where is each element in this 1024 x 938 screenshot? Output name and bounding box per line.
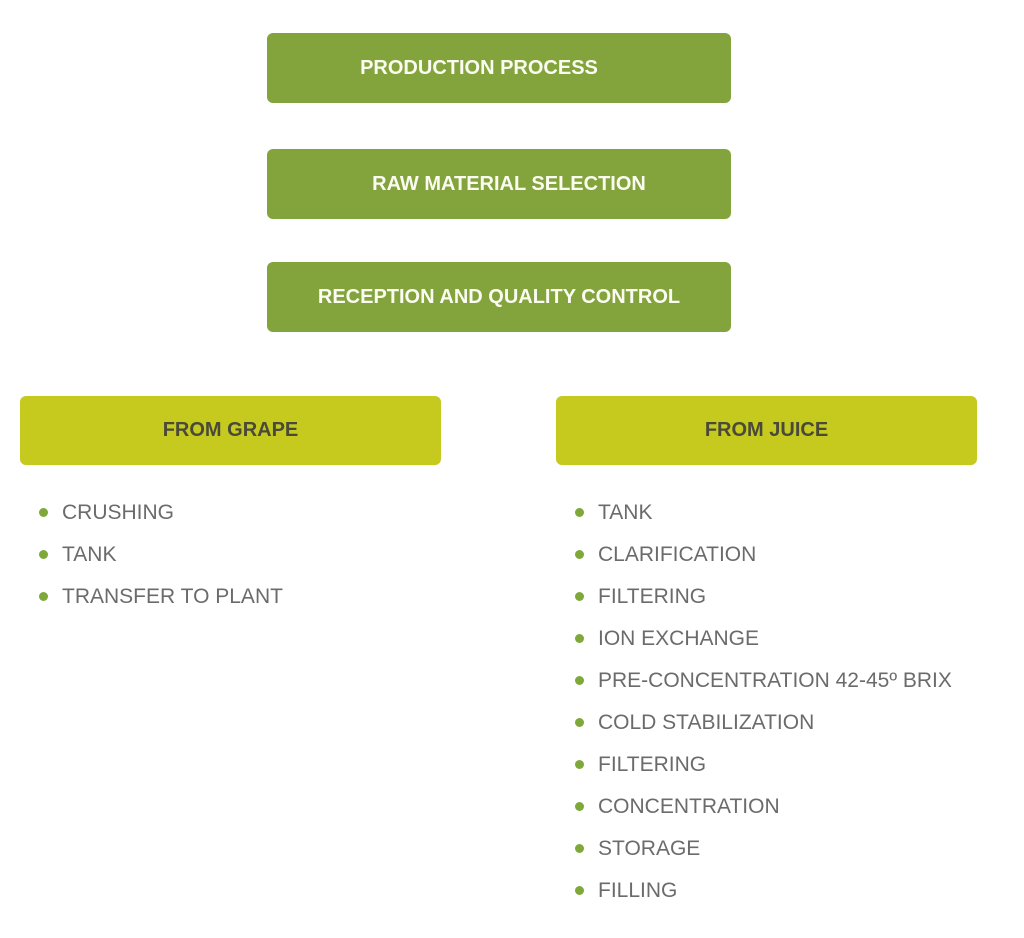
branch-title: FROM GRAPE bbox=[162, 419, 299, 441]
bullet-icon bbox=[575, 802, 584, 811]
bullet-icon bbox=[39, 550, 48, 559]
list-item: TRANSFER TO PLANT bbox=[39, 582, 283, 624]
list-item-label: CRUSHING bbox=[62, 501, 175, 524]
bullet-icon bbox=[575, 760, 584, 769]
list-item: CONCENTRATION bbox=[575, 792, 952, 834]
step-label: RECEPTION AND QUALITY CONTROL bbox=[317, 285, 681, 308]
list-item-label: TRANSFER TO PLANT bbox=[62, 585, 283, 608]
list-item-label: STORAGE bbox=[598, 837, 701, 860]
grape-steps-list: CRUSHING TANK TRANSFER TO PLANT bbox=[39, 498, 283, 624]
list-item-label: CONCENTRATION bbox=[598, 795, 780, 818]
list-item-label: FILTERING bbox=[598, 585, 707, 608]
step-reception-quality-control: RECEPTION AND QUALITY CONTROL bbox=[267, 262, 731, 332]
list-item: CLARIFICATION bbox=[575, 540, 952, 582]
bullet-icon bbox=[575, 634, 584, 643]
list-item-label: FILTERING bbox=[598, 753, 707, 776]
juice-steps-list: TANK CLARIFICATION FILTERING ION EXCHANGE PR… bbox=[575, 498, 952, 918]
bullet-icon bbox=[39, 508, 48, 517]
bullet-icon bbox=[575, 718, 584, 727]
list-item-label: COLD STABILIZATION bbox=[598, 711, 815, 734]
step-production-process: PRODUCTION PROCESS bbox=[267, 33, 731, 103]
list-item-label: TANK bbox=[62, 543, 117, 566]
list-item: STORAGE bbox=[575, 834, 952, 876]
list-item: TANK bbox=[39, 540, 283, 582]
branch-from-juice: FROM JUICE bbox=[556, 396, 977, 465]
list-item: COLD STABILIZATION bbox=[575, 708, 952, 750]
bullet-icon bbox=[575, 886, 584, 895]
list-item: PRE-CONCENTRATION 42-45º BRIX bbox=[575, 666, 952, 708]
bullet-icon bbox=[575, 844, 584, 853]
step-label: PRODUCTION PROCESS bbox=[360, 56, 598, 79]
bullet-icon bbox=[575, 550, 584, 559]
list-item-label: TANK bbox=[598, 501, 653, 524]
branch-from-grape: FROM GRAPE bbox=[20, 396, 441, 465]
list-item-label: PRE-CONCENTRATION 42-45º BRIX bbox=[598, 669, 952, 692]
bullet-icon bbox=[575, 676, 584, 685]
list-item: FILTERING bbox=[575, 582, 952, 624]
bullet-icon bbox=[39, 592, 48, 601]
list-item-label: CLARIFICATION bbox=[598, 543, 757, 566]
list-item-label: ION EXCHANGE bbox=[598, 627, 760, 650]
list-item-label: FILLING bbox=[598, 879, 678, 902]
bullet-icon bbox=[575, 592, 584, 601]
list-item: CRUSHING bbox=[39, 498, 283, 540]
list-item: FILLING bbox=[575, 876, 952, 918]
list-item: TANK bbox=[575, 498, 952, 540]
list-item: ION EXCHANGE bbox=[575, 624, 952, 666]
bullet-icon bbox=[575, 508, 584, 517]
branch-title: FROM JUICE bbox=[704, 419, 829, 441]
step-raw-material-selection: RAW MATERIAL SELECTION bbox=[267, 149, 731, 219]
list-item: FILTERING bbox=[575, 750, 952, 792]
step-label: RAW MATERIAL SELECTION bbox=[372, 172, 646, 195]
